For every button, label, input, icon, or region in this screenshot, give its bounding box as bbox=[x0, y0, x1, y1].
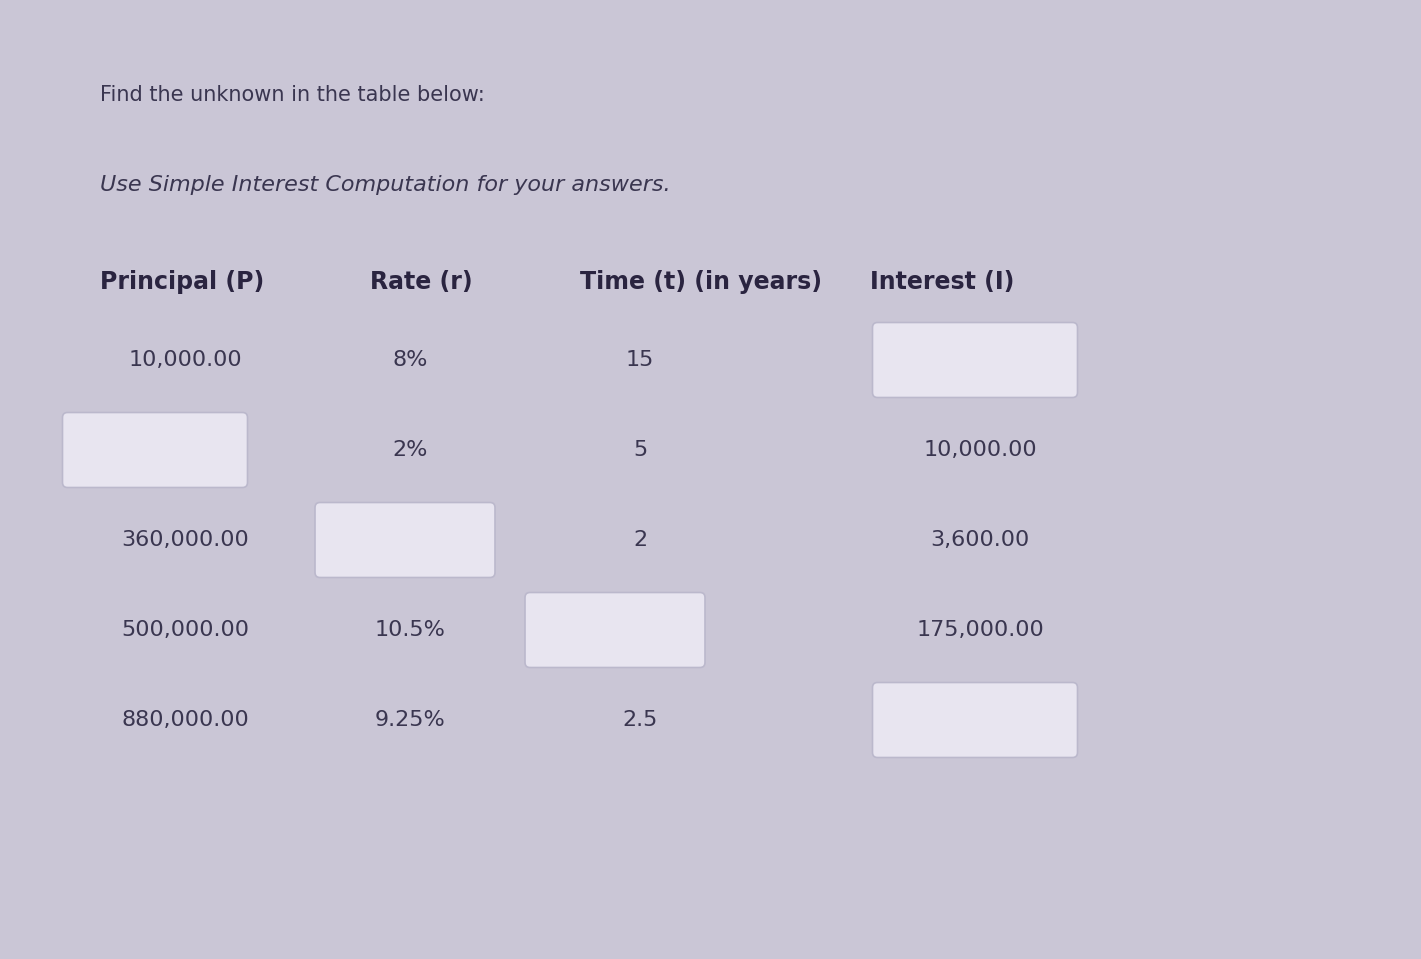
FancyBboxPatch shape bbox=[872, 322, 1077, 397]
Text: 2.5: 2.5 bbox=[622, 710, 658, 730]
Text: 15: 15 bbox=[625, 350, 654, 370]
Text: 2%: 2% bbox=[392, 440, 428, 460]
Text: 2: 2 bbox=[632, 530, 647, 550]
FancyBboxPatch shape bbox=[315, 503, 495, 577]
Text: Principal (P): Principal (P) bbox=[99, 270, 264, 294]
Text: 3,600.00: 3,600.00 bbox=[931, 530, 1030, 550]
Text: 10,000.00: 10,000.00 bbox=[128, 350, 242, 370]
Text: 5: 5 bbox=[632, 440, 647, 460]
Text: 360,000.00: 360,000.00 bbox=[121, 530, 249, 550]
Text: 9.25%: 9.25% bbox=[375, 710, 445, 730]
Text: 880,000.00: 880,000.00 bbox=[121, 710, 249, 730]
Text: 10,000.00: 10,000.00 bbox=[924, 440, 1037, 460]
FancyBboxPatch shape bbox=[63, 412, 247, 487]
Text: 500,000.00: 500,000.00 bbox=[121, 620, 249, 640]
Text: Time (t) (in years): Time (t) (in years) bbox=[580, 270, 821, 294]
Text: 10.5%: 10.5% bbox=[375, 620, 445, 640]
Text: 175,000.00: 175,000.00 bbox=[917, 620, 1044, 640]
Text: Use Simple Interest Computation for your answers.: Use Simple Interest Computation for your… bbox=[99, 175, 671, 195]
Text: Rate (r): Rate (r) bbox=[369, 270, 473, 294]
FancyBboxPatch shape bbox=[524, 593, 705, 667]
Text: Interest (I): Interest (I) bbox=[870, 270, 1015, 294]
Text: 8%: 8% bbox=[392, 350, 428, 370]
Text: Find the unknown in the table below:: Find the unknown in the table below: bbox=[99, 85, 485, 105]
FancyBboxPatch shape bbox=[872, 683, 1077, 758]
